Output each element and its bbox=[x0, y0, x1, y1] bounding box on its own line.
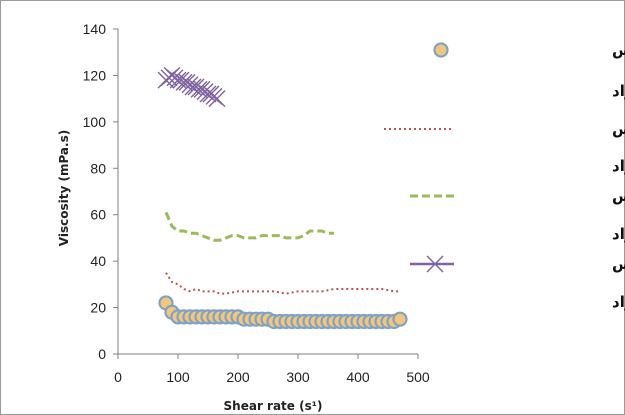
axes: 0 20 40 60 80 100 120 140 0 100 200 300 400 500 bbox=[83, 21, 430, 385]
data-point bbox=[190, 80, 208, 98]
legend-marker bbox=[433, 42, 449, 58]
legend-entry-3: شیره - ۶۰ درجه بریکس – ۲۵ درجه سانتی گراد bbox=[410, 187, 625, 243]
y-tick-label: 40 bbox=[90, 253, 106, 269]
data-point bbox=[392, 311, 408, 327]
data-point bbox=[175, 73, 193, 91]
y-tick-label: 0 bbox=[98, 346, 106, 362]
data-point bbox=[199, 85, 217, 103]
series-4 bbox=[157, 66, 226, 108]
legend-entry-4: شیره - ۶۵ درجه بریکس – ۲۵ درجه سانتی گراد bbox=[410, 255, 625, 311]
legend-label: شیره - ۵۵ درجه بریکس bbox=[612, 120, 625, 138]
x-tick-label: 300 bbox=[286, 369, 310, 385]
legend: شیره -۵۰ درجه بریکس– ۲۵ درجه سانتی گرادش… bbox=[384, 41, 625, 311]
legend-label: شیره - ۶۵ درجه بریکس bbox=[612, 255, 625, 273]
data-point bbox=[208, 90, 226, 108]
y-tick-label: 120 bbox=[83, 67, 107, 83]
legend-label: – ۲۵ درجه سانتی گراد bbox=[612, 82, 625, 100]
legend-entry-2: شیره - ۵۵ درجه بریکس – ۲۵ درجه سانتی گراد bbox=[384, 120, 625, 175]
x-tick-label: 400 bbox=[346, 369, 370, 385]
legend-label: شیره -۵۰ درجه بریکس bbox=[612, 41, 625, 59]
x-axis-title: Shear rate (s¹) bbox=[224, 399, 323, 413]
plot-area bbox=[157, 66, 408, 330]
y-tick-label: 140 bbox=[83, 21, 107, 37]
y-tick-label: 20 bbox=[90, 300, 106, 316]
x-tick-label: 100 bbox=[166, 369, 190, 385]
legend-label: – ۲۵ درجه سانتی گراد bbox=[612, 293, 625, 311]
series-line bbox=[164, 211, 334, 242]
legend-label: شیره - ۶۰ درجه بریکس bbox=[612, 187, 625, 205]
legend-entry-1: شیره -۵۰ درجه بریکس – ۲۵ درجه سانتی گراد bbox=[433, 41, 625, 100]
y-axis-title: Viscosity (mPa.s) bbox=[57, 130, 71, 246]
y-tick-label: 80 bbox=[90, 160, 106, 176]
y-tick-label: 100 bbox=[83, 114, 107, 130]
legend-label: – ۲۵ درجه سانتی گراد bbox=[612, 157, 625, 175]
y-tick-label: 60 bbox=[90, 207, 106, 223]
legend-label: – ۲۵ درجه سانتی گراد bbox=[612, 225, 625, 243]
x-tick-label: 0 bbox=[114, 369, 122, 385]
series-1 bbox=[158, 295, 408, 330]
x-tick-label: 200 bbox=[226, 369, 250, 385]
series-3 bbox=[164, 211, 334, 242]
x-tick-label: 500 bbox=[406, 369, 430, 385]
